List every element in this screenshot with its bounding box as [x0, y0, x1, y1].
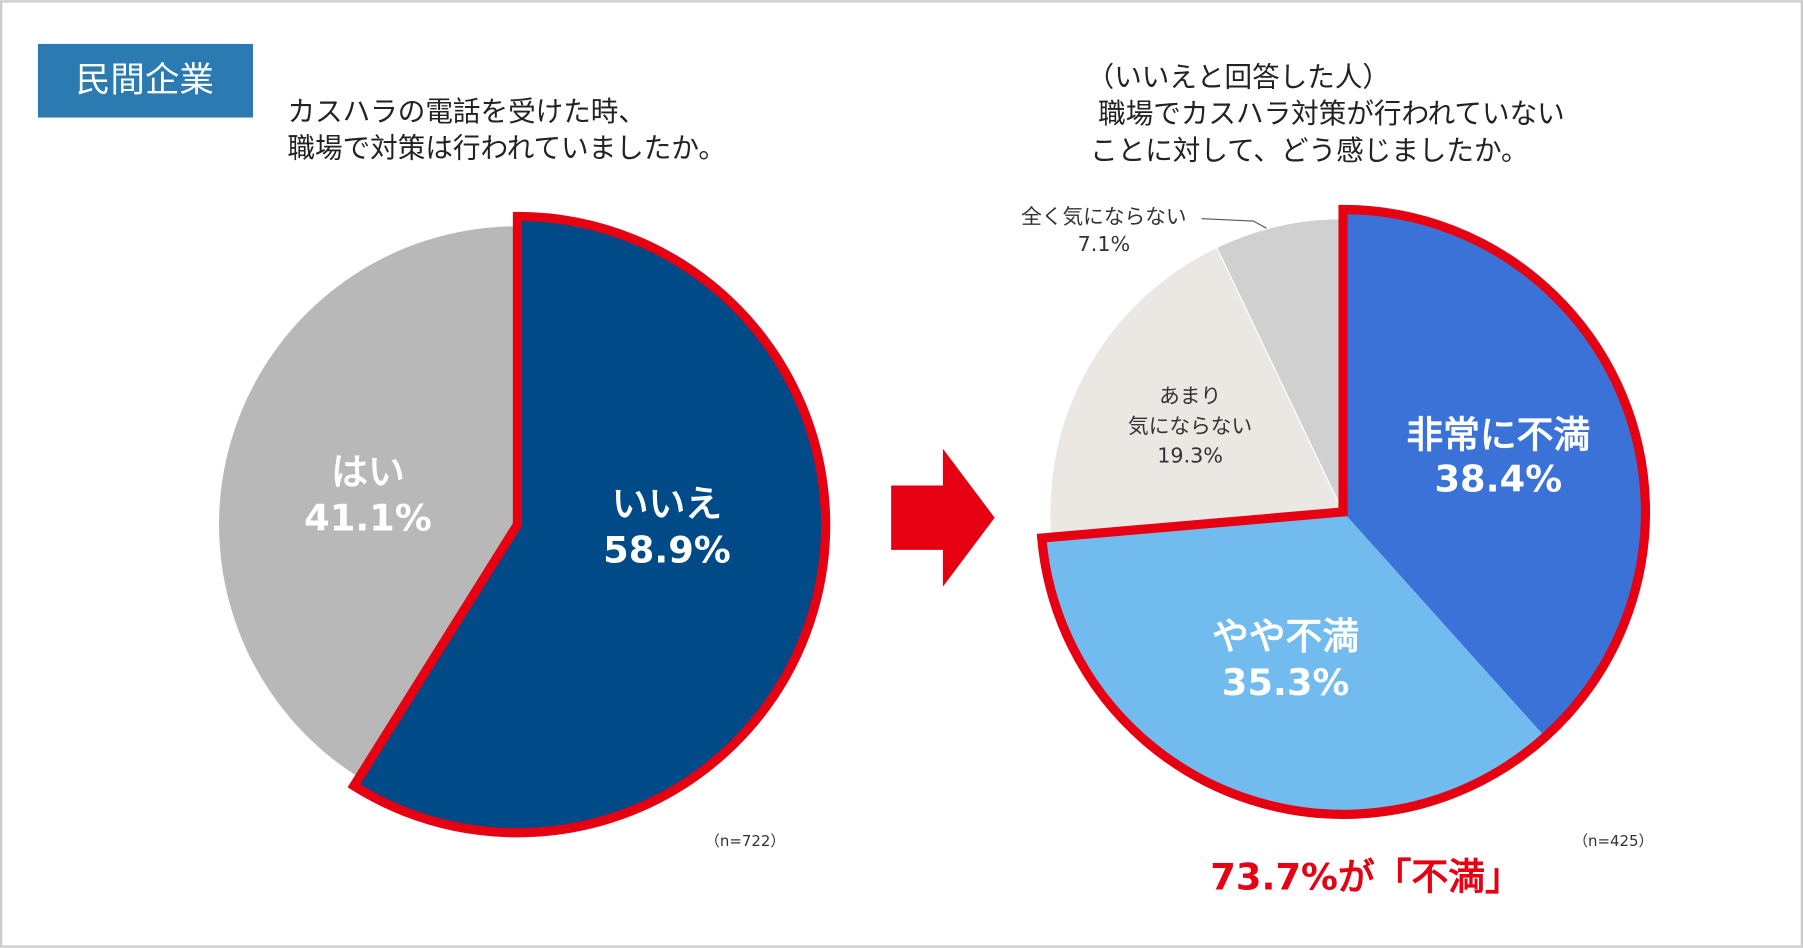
chart-title: 職場でカスハラ対策が行われていない	[1098, 97, 1565, 130]
value-label: 41.1%	[304, 496, 432, 539]
value-label: 7.1%	[1078, 232, 1131, 256]
chart-title: ことに対して、どう感じましたか。	[1090, 134, 1529, 167]
badge-box	[37, 43, 253, 118]
note: （n=722）	[705, 832, 785, 850]
badge: 民間企業	[76, 60, 214, 100]
chart-title: （いいえと回答した人）	[1087, 60, 1390, 93]
pie-slice	[1041, 511, 1546, 815]
value-label: 58.9%	[603, 529, 731, 572]
highlight-outline	[347, 211, 831, 838]
annotation: 73.7%が「不満」	[1210, 855, 1522, 898]
note: （n=425）	[1573, 832, 1653, 850]
slice-label: はい	[331, 451, 405, 494]
slice-label: あまり	[1159, 384, 1221, 408]
pie-slice	[1049, 246, 1344, 538]
slice-label: 気にならない	[1128, 414, 1252, 438]
value-label: 38.4%	[1434, 457, 1562, 500]
pie-slice	[1343, 209, 1646, 738]
value-label: 35.3%	[1222, 661, 1350, 704]
pie-slice	[353, 216, 826, 833]
chart-title: 職場で対策は行われていましたか。	[287, 132, 726, 165]
slice-label: やや不満	[1212, 615, 1359, 658]
slice-label: 全く気にならない	[1021, 205, 1187, 229]
slice-label: 非常に不満	[1406, 414, 1590, 457]
chart-title: カスハラの電話を受けた時、	[287, 95, 646, 128]
slice-label: いいえ	[612, 483, 722, 526]
highlight-outline	[1036, 204, 1651, 819]
value-label: 19.3%	[1157, 444, 1223, 468]
